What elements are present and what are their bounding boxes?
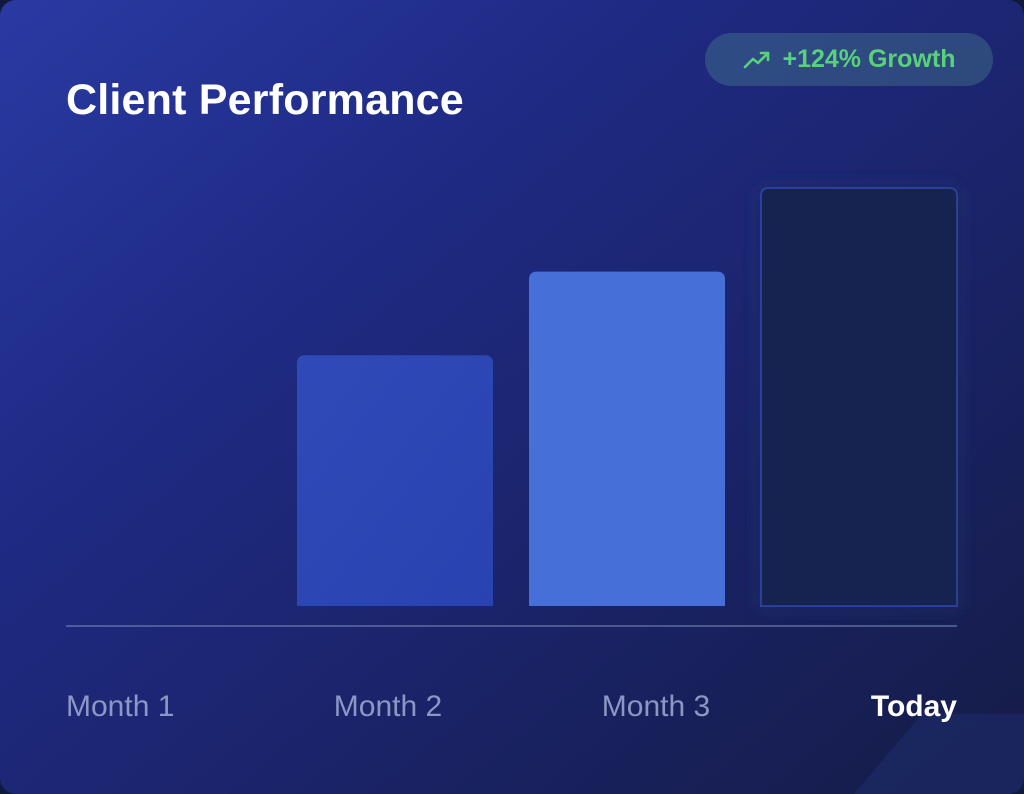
x-tick-month-3: Month 3 [602, 690, 710, 723]
bar-month-2 [297, 355, 493, 606]
growth-badge-label: +124% Growth [782, 45, 956, 73]
trending-up-icon [743, 50, 771, 70]
x-tick-today: Today [871, 690, 957, 723]
x-tick-month-2: Month 2 [334, 690, 442, 723]
card-title: Client Performance [66, 76, 464, 124]
growth-badge: +124% Growth [705, 33, 993, 86]
bar-month-3 [529, 271, 725, 606]
bar-today [760, 187, 958, 607]
x-tick-month-1: Month 1 [66, 690, 174, 723]
